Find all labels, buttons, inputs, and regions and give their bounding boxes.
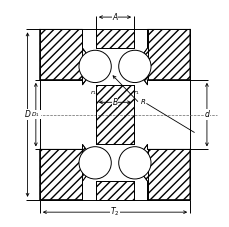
Circle shape <box>118 50 150 83</box>
Text: A: A <box>112 12 117 22</box>
Text: D: D <box>25 110 30 119</box>
Circle shape <box>79 147 111 179</box>
Text: $D_1$: $D_1$ <box>31 110 40 119</box>
Polygon shape <box>40 30 95 85</box>
Circle shape <box>79 50 111 83</box>
Text: $r_1$: $r_1$ <box>90 88 97 97</box>
Text: $r_1$: $r_1$ <box>132 88 139 97</box>
Polygon shape <box>95 181 134 200</box>
Polygon shape <box>95 85 134 144</box>
Text: R: R <box>140 99 145 105</box>
Circle shape <box>118 147 150 179</box>
Text: $T_2$: $T_2$ <box>110 206 119 218</box>
Polygon shape <box>134 30 189 85</box>
Text: B: B <box>112 98 117 107</box>
Polygon shape <box>40 144 95 200</box>
Polygon shape <box>134 144 189 200</box>
Polygon shape <box>95 30 134 48</box>
Text: d: d <box>204 110 208 119</box>
